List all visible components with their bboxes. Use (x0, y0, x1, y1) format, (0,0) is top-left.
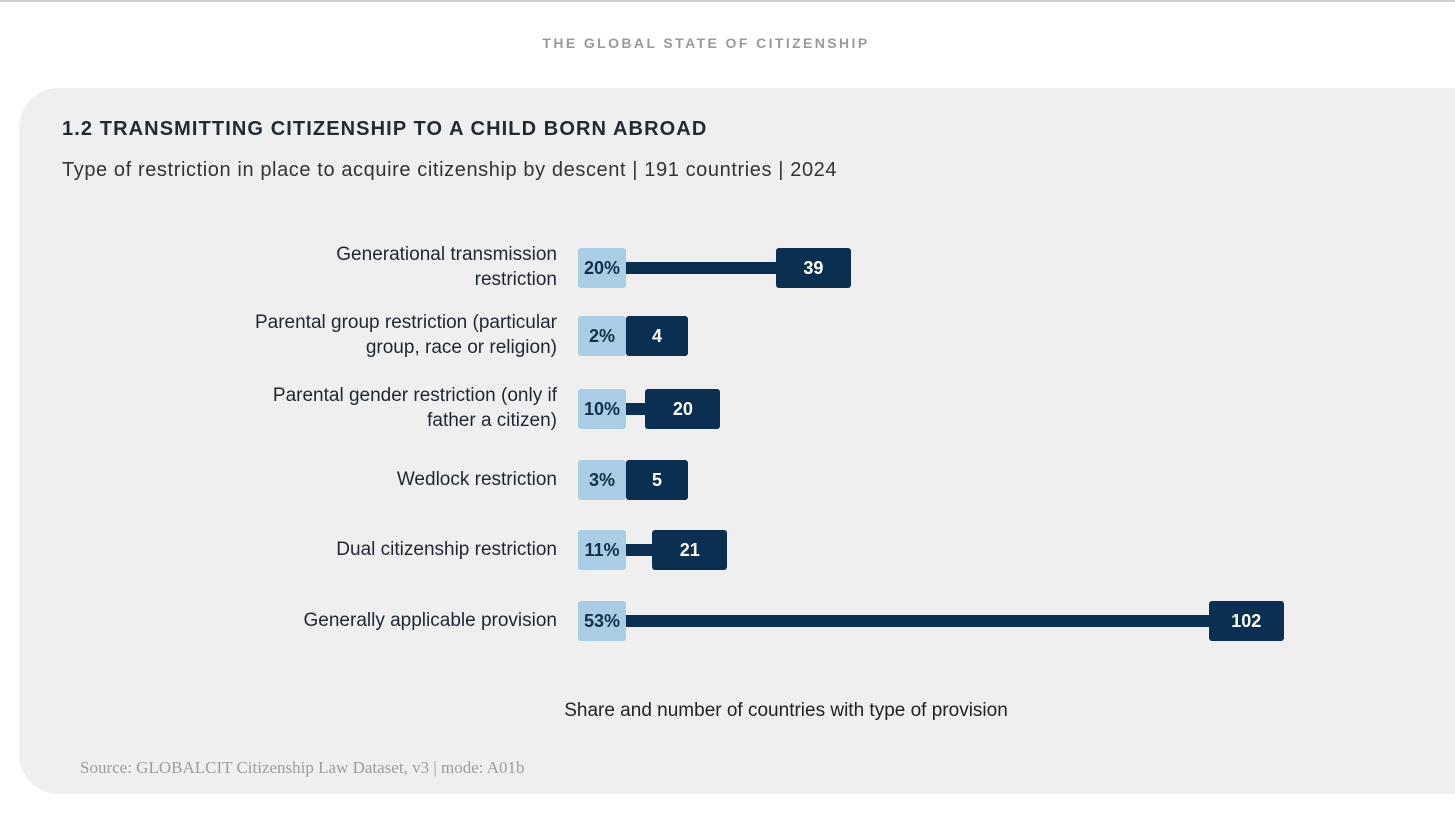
source-note: Source: GLOBALCIT Citizenship Law Datase… (80, 758, 525, 777)
category-label-line: Parental group restriction (particular (254, 312, 557, 333)
category-label: Wedlock restriction (177, 467, 557, 492)
share-label: 2% (578, 316, 626, 356)
share-label: 10% (578, 389, 626, 429)
share-label: 3% (578, 460, 626, 500)
share-label: 53% (578, 601, 626, 641)
count-bar: 5 (626, 460, 688, 500)
count-bar: 21 (652, 530, 728, 570)
category-label-line: Parental gender restriction (only if (272, 385, 557, 406)
category-label-line: Dual citizenship restriction (336, 538, 557, 560)
category-label: Dual citizenship restriction (177, 537, 557, 562)
category-label-line: group, race or religion) (365, 337, 557, 358)
category-label-line: Generally applicable provision (303, 609, 557, 631)
top-border (0, 0, 1455, 2)
bar-connector (624, 262, 778, 274)
chart-subtitle: Type of restriction in place to acquire … (62, 159, 838, 181)
category-label: Parental group restriction (particular gr… (177, 310, 557, 360)
category-label-line: restriction (474, 269, 557, 290)
count-bar: 39 (775, 248, 851, 288)
category-label-line: father a citizen) (427, 410, 557, 431)
chart-card (19, 88, 1455, 794)
report-header: THE GLOBAL STATE OF CITIZENSHIP (542, 35, 870, 51)
category-label: Parental gender restriction (only if fath… (177, 383, 557, 433)
category-label-line: Wedlock restriction (396, 468, 557, 490)
count-bar: 102 (1208, 601, 1284, 641)
bar-connector (624, 615, 1211, 627)
category-label: Generational transmission restriction (177, 242, 557, 292)
bar-connector (624, 403, 648, 415)
bar-connector (624, 544, 655, 556)
count-bar: 4 (626, 316, 688, 356)
category-label-line: Generational transmission (336, 244, 557, 265)
chart-title: 1.2 TRANSMITTING CITIZENSHIP TO A CHILD … (62, 118, 708, 140)
count-bar: 20 (645, 389, 721, 429)
category-label: Generally applicable provision (177, 608, 557, 633)
x-axis-label: Share and number of countries with type … (564, 700, 1008, 721)
share-label: 20% (578, 248, 626, 288)
share-label: 11% (578, 530, 626, 570)
